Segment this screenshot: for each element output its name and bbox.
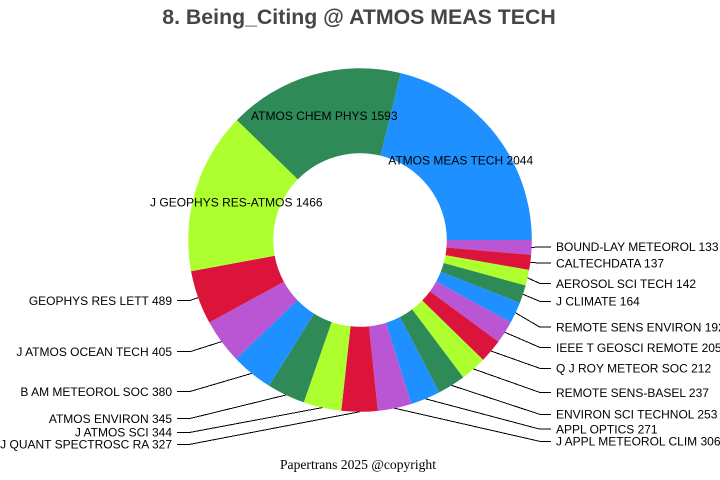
svg-text:APPL OPTICS 271: APPL OPTICS 271 xyxy=(556,423,658,437)
svg-text:ATMOS CHEM PHYS 1593: ATMOS CHEM PHYS 1593 xyxy=(251,109,398,123)
svg-text:J ATMOS SCI 344: J ATMOS SCI 344 xyxy=(75,426,172,440)
svg-text:B AM METEOROL SOC 380: B AM METEOROL SOC 380 xyxy=(20,385,172,399)
svg-text:IEEE T GEOSCI REMOTE 205: IEEE T GEOSCI REMOTE 205 xyxy=(556,341,720,355)
svg-text:Q J ROY METEOR SOC 212: Q J ROY METEOR SOC 212 xyxy=(556,362,711,376)
svg-text:REMOTE SENS-BASEL 237: REMOTE SENS-BASEL 237 xyxy=(556,386,709,400)
svg-text:ENVIRON SCI TECHNOL 253: ENVIRON SCI TECHNOL 253 xyxy=(556,408,718,422)
svg-text:REMOTE SENS ENVIRON 192: REMOTE SENS ENVIRON 192 xyxy=(556,321,720,335)
svg-text:BOUND-LAY METEOROL 133: BOUND-LAY METEOROL 133 xyxy=(556,240,719,254)
svg-text:GEOPHYS RES LETT 489: GEOPHYS RES LETT 489 xyxy=(29,294,172,308)
svg-text:J CLIMATE 164: J CLIMATE 164 xyxy=(556,295,640,309)
svg-text:J ATMOS OCEAN TECH 405: J ATMOS OCEAN TECH 405 xyxy=(16,345,172,359)
svg-text:CALTECHDATA 137: CALTECHDATA 137 xyxy=(556,256,664,270)
svg-text:J APPL METEOROL CLIM 306: J APPL METEOROL CLIM 306 xyxy=(556,435,720,449)
svg-text:AEROSOL SCI TECH 142: AEROSOL SCI TECH 142 xyxy=(556,277,696,291)
svg-text:ATMOS ENVIRON 345: ATMOS ENVIRON 345 xyxy=(49,412,172,426)
svg-text:J GEOPHYS RES-ATMOS 1466: J GEOPHYS RES-ATMOS 1466 xyxy=(150,196,323,210)
svg-text:ATMOS MEAS TECH 2044: ATMOS MEAS TECH 2044 xyxy=(388,153,533,167)
svg-text:J QUANT SPECTROSC RA 327: J QUANT SPECTROSC RA 327 xyxy=(0,438,172,452)
